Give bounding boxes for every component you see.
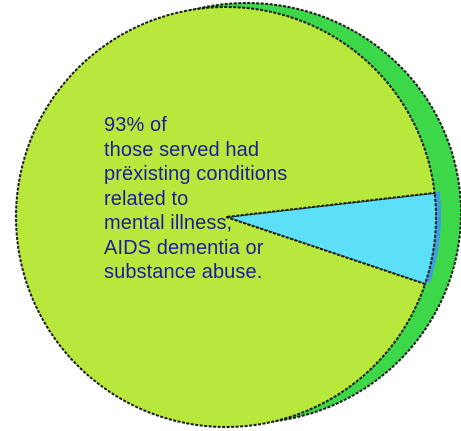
annotation-line: 93% of	[104, 114, 167, 136]
annotation-line: prëxisting conditions	[104, 163, 288, 185]
pie-slice-small-edge	[425, 190, 442, 284]
annotation-line: those served had	[104, 138, 260, 161]
pie-slices	[15, 6, 442, 428]
annotation-line: AIDS dementia or	[104, 236, 264, 259]
annotation-line: mental illness,	[104, 212, 233, 234]
annotation-line: related to	[104, 187, 189, 210]
annotation-line: substance abuse.	[104, 261, 263, 283]
pie-annotation: 93% of those served had prëxisting condi…	[104, 113, 287, 285]
pie-slice-large	[15, 6, 436, 428]
